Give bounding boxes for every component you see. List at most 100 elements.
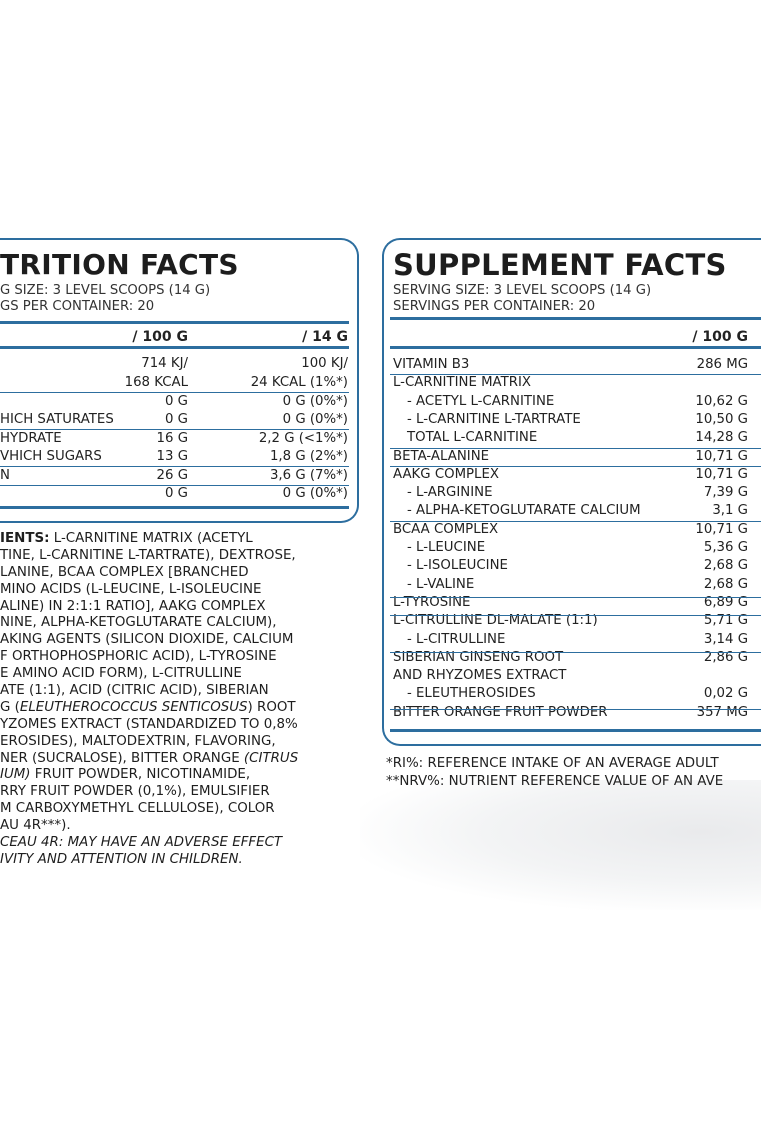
ingredients-text-segment: EROSIDES), MALTODEXTRIN, FLAVORING, [0, 733, 276, 749]
background-shadow [360, 780, 761, 910]
supplement-value-100g: 10,50 G [695, 411, 748, 427]
divider [0, 392, 349, 393]
supplement-facts-panel [382, 238, 761, 746]
ingredients-text-segment: F ORTHOPHOSPHORIC ACID), L-TYROSINE [0, 649, 277, 665]
supplement-serving-size: SERVING SIZE: 3 LEVEL SCOOPS (14 G) [393, 283, 652, 298]
ingredients-text-segment: IVITY AND ATTENTION IN CHILDREN. [0, 851, 243, 867]
supplement-row-label: AND RHYZOMES EXTRACT [393, 668, 567, 684]
ingredients-line: ATE (1:1), ACID (CITRIC ACID), SIBERIAN [0, 683, 298, 700]
divider [390, 597, 761, 598]
supplement-row-label: - L-VALINE [407, 576, 475, 592]
ingredients-text: IENTS: L-CARNITINE MATRIX (ACETYL TINE, L… [0, 531, 298, 869]
supplement-value-100g: 10,71 G [695, 448, 748, 464]
ingredients-line: LANINE, BCAA COMPLEX [BRANCHED [0, 565, 298, 582]
nutrition-value-14g: 3,6 G (7%*) [269, 468, 348, 483]
supplement-row-label: - L-CITRULLINE [407, 631, 506, 647]
ingredients-text-segment: TINE, L-CARNITINE L-TARTRATE), DEXTROSE, [0, 547, 296, 563]
divider [0, 506, 349, 509]
ingredients-text-segment: NINE, ALPHA-KETOGLUTARATE CALCIUM), [0, 615, 277, 631]
divider [0, 321, 349, 324]
ingredients-text-segment: FRUIT POWDER, NICOTINAMIDE, [30, 767, 251, 783]
supplement-row-label: - L-ARGININE [407, 485, 493, 501]
ingredients-line: RRY FRUIT POWDER (0,1%), EMULSIFIER [0, 784, 298, 801]
nutrition-value-100g: 0 G [165, 394, 188, 409]
divider [390, 374, 761, 375]
ingredients-line: F ORTHOPHOSPHORIC ACID), L-TYROSINE [0, 649, 298, 666]
supplement-row-label: L-CITRULLINE DL-MALATE (1:1) [393, 613, 598, 629]
ingredients-text-segment: L-CARNITINE MATRIX (ACETYL [49, 531, 253, 546]
nutrition-value-14g: 100 KJ/ [301, 356, 348, 371]
divider [390, 466, 761, 467]
ingredients-line: G (ELEUTHEROCOCCUS SENTICOSUS) ROOT [0, 700, 298, 717]
supplement-value-100g: 3,14 G [703, 631, 748, 647]
column-header-100g: / 100 G [132, 329, 188, 345]
ingredients-text-segment: YZOMES EXTRACT (STANDARDIZED TO 0,8% [0, 716, 298, 732]
nutrition-value-100g: 26 G [156, 468, 188, 483]
nutrition-row-label: N [0, 468, 10, 483]
supplement-servings-per-container: SERVINGS PER CONTAINER: 20 [393, 299, 596, 314]
ingredients-line: E AMINO ACID FORM), L-CITRULLINE [0, 666, 298, 683]
supplement-value-100g: 10,71 G [695, 521, 748, 537]
supplement-value-100g: 2,68 G [703, 558, 748, 574]
supplement-value-100g: 286 MG [696, 357, 748, 372]
supplement-row-label: BCAA COMPLEX [393, 521, 499, 537]
supplement-row-label: L-CARNITINE MATRIX [393, 375, 532, 391]
supplement-row-label: - L-LEUCINE [407, 540, 486, 555]
nutrition-facts-panel [0, 238, 359, 523]
nutrition-value-14g: 24 KCAL (1%*) [250, 375, 348, 390]
divider [390, 521, 761, 522]
supplement-row-label: AAKG COMPLEX [393, 466, 499, 482]
ingredients-line: MINO ACIDS (L-LEUCINE, L-ISOLEUCINE [0, 582, 298, 599]
supplement-row-label: - L-ISOLEUCINE [407, 558, 508, 574]
ingredients-line: TINE, L-CARNITINE L-TARTRATE), DEXTROSE, [0, 548, 298, 565]
ingredients-line: AU 4R***). [0, 818, 298, 835]
divider [390, 346, 761, 349]
ingredients-line: ALINE) IN 2:1:1 RATIO], AAKG COMPLEX [0, 599, 298, 616]
ingredients-line: IENTS: L-CARNITINE MATRIX (ACETYL [0, 531, 298, 548]
ingredients-line: AKING AGENTS (SILICON DIOXIDE, CALCIUM [0, 632, 298, 649]
divider [390, 317, 761, 320]
supplement-value-100g: 3,1 G [712, 503, 748, 519]
nutrition-row-label: HICH SATURATES [0, 412, 114, 427]
ingredients-text-segment: NER (SUCRALOSE), BITTER ORANGE [0, 750, 244, 766]
footnote-ri: *RI%: REFERENCE INTAKE OF AN AVERAGE ADU… [386, 756, 719, 771]
supplement-value-100g: 2,86 G [703, 649, 748, 665]
ingredients-text-segment: ) ROOT [247, 699, 296, 715]
supplement-value-100g: 5,71 G [703, 613, 748, 629]
divider [0, 466, 349, 467]
ingredients-text-segment: M CARBOXYMETHYL CELLULOSE), COLOR [0, 801, 275, 817]
supplement-value-100g: 5,36 G [703, 540, 748, 555]
ingredients-text-segment: LANINE, BCAA COMPLEX [BRANCHED [0, 564, 249, 580]
divider [390, 615, 761, 616]
supplement-value-100g: 0,02 G [703, 686, 748, 702]
divider [390, 709, 761, 710]
nutrition-value-14g: 2,2 G (<1%*) [258, 431, 348, 446]
divider [390, 448, 761, 449]
nutrition-value-14g: 0 G (0%*) [282, 394, 348, 409]
ingredients-text-segment: AKING AGENTS (SILICON DIOXIDE, CALCIUM [0, 632, 294, 648]
ingredients-text-segment: G ( [0, 699, 20, 715]
column-header-100g: / 100 G [692, 329, 748, 345]
nutrition-value-100g: 168 KCAL [124, 375, 188, 390]
ingredients-text-segment: IUM) [0, 767, 31, 783]
ingredients-line: M CARBOXYMETHYL CELLULOSE), COLOR [0, 801, 298, 818]
ingredients-line: CEAU 4R: MAY HAVE AN ADVERSE EFFECT [0, 835, 298, 852]
supplement-value-100g: 10,62 G [695, 393, 748, 409]
divider [0, 429, 349, 430]
divider [0, 346, 349, 349]
ingredients-text-segment: ALINE) IN 2:1:1 RATIO], AAKG COMPLEX [0, 598, 266, 614]
ingredients-text-segment: E AMINO ACID FORM), L-CITRULLINE [0, 666, 242, 682]
ingredients-line: NINE, ALPHA-KETOGLUTARATE CALCIUM), [0, 615, 298, 632]
nutrition-value-14g: 0 G (0%*) [282, 412, 348, 427]
nutrition-serving-size: G SIZE: 3 LEVEL SCOOPS (14 G) [0, 283, 211, 298]
column-header-14g: / 14 G [302, 329, 348, 345]
nutrition-value-100g: 714 KJ/ [141, 356, 188, 371]
divider [0, 485, 349, 486]
nutrition-value-100g: 0 G [165, 412, 188, 427]
supplement-row-label: - L-CARNITINE L-TARTRATE [407, 411, 581, 427]
ingredients-text-segment: ELEUTHEROCOCCUS SENTICOSUS [19, 699, 248, 715]
ingredients-text-segment: IENTS: [0, 531, 50, 546]
divider [390, 652, 761, 653]
supplement-value-100g: 357 MG [696, 704, 748, 720]
supplement-facts-title: SUPPLEMENT FACTS [393, 248, 727, 282]
